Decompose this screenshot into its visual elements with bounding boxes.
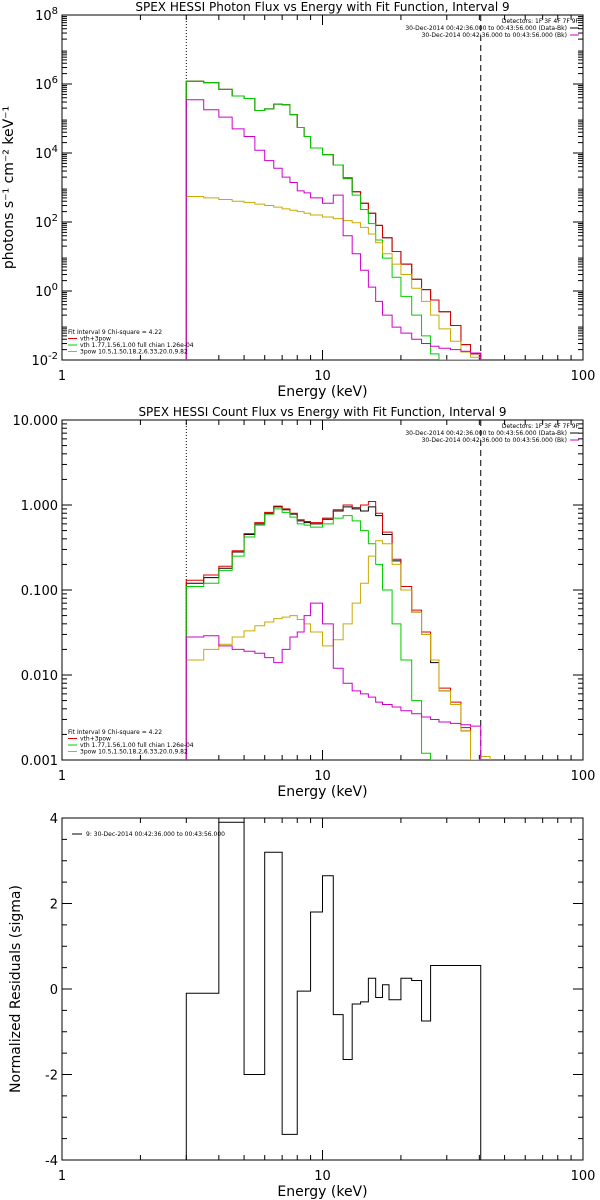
y-axis-label: photons s⁻¹ cm⁻² keV⁻¹ bbox=[1, 106, 17, 269]
y-tick-label: 0.100 bbox=[21, 584, 58, 599]
legend-entry: 30-Dec-2014 00:42:36.000 to 00:43:56.000… bbox=[405, 430, 567, 437]
y-tick-label: 102 bbox=[35, 213, 58, 231]
chart-title: SPEX HESSI Count Flux vs Energy with Fit… bbox=[138, 405, 506, 419]
plot-frame bbox=[61, 14, 584, 361]
legend-entry: 3pow 10.5,1.50,18.2,6.33,20.0,9.82 bbox=[80, 749, 188, 756]
y-tick-label: 108 bbox=[35, 6, 58, 24]
legend-fit-header: Fit Interval 9 Chi-square = 4.22 bbox=[68, 729, 162, 736]
y-tick-label: 2 bbox=[50, 898, 58, 913]
series-data-bk bbox=[185, 80, 482, 360]
legend-entry: 9: 30-Dec-2014 00:42:36.000 to 00:43:56.… bbox=[86, 831, 225, 838]
series-vth-3pow bbox=[185, 80, 482, 360]
series-bk bbox=[185, 602, 482, 760]
x-tick-label: 10 bbox=[314, 769, 331, 784]
legend-fit-header: Fit Interval 9 Chi-square = 4.22 bbox=[68, 329, 162, 336]
x-tick-label: 100 bbox=[571, 369, 596, 384]
x-tick-label: 10 bbox=[314, 1169, 331, 1184]
y-tick-label: 106 bbox=[35, 75, 58, 93]
x-tick-label: 1 bbox=[58, 369, 66, 384]
x-axis-label: Energy (keV) bbox=[277, 1184, 367, 1200]
chart-title: SPEX HESSI Photon Flux vs Energy with Fi… bbox=[135, 0, 509, 14]
chart-3: 1 10 100 -4 -2 0 2 4 Energy (keV) Normalized Resi… bbox=[8, 812, 595, 1200]
y-tick-label: 0.001 bbox=[21, 754, 58, 769]
legend-header: Detectors: 1F 3F 4F 7F 9F bbox=[502, 423, 580, 430]
x-tick-label: 100 bbox=[571, 769, 596, 784]
chart-2: 1 10 100 0.001 0.010 0.100 1.000 10.000 SPEX HES… bbox=[13, 405, 596, 800]
x-tick-label: 1 bbox=[58, 769, 66, 784]
x-tick-label: 10 bbox=[314, 369, 331, 384]
y-tick-label: -4 bbox=[45, 1154, 58, 1169]
y-tick-label: 100 bbox=[35, 282, 58, 300]
series-3pow bbox=[185, 195, 482, 360]
y-axis-label: Normalized Residuals (sigma) bbox=[8, 885, 24, 1093]
x-tick-label: 100 bbox=[571, 1169, 596, 1184]
chart-1: 1 10 100 10-2 100 102 104 106 108 SPEX HESSI Phot… bbox=[1, 0, 595, 400]
series-residuals bbox=[185, 821, 482, 1160]
y-tick-label: 10-2 bbox=[31, 351, 58, 369]
plot-frame bbox=[61, 817, 584, 1161]
y-tick-label: 10.000 bbox=[13, 414, 59, 429]
legend-entry: vth+3pow bbox=[80, 736, 111, 743]
series-vth bbox=[185, 508, 481, 760]
y-tick-label: 104 bbox=[35, 144, 58, 162]
x-tick-label: 1 bbox=[58, 1169, 66, 1184]
legend-entry: vth 1.77,1.56,1.00 full chian 1.26e-04 bbox=[80, 742, 194, 749]
series-vth bbox=[185, 80, 481, 360]
plot-frame bbox=[61, 419, 584, 761]
y-tick-label: 0 bbox=[50, 983, 58, 998]
legend-entry: 3pow 10.5,1.50,18.2,6.33,20.0,9.82 bbox=[80, 349, 188, 356]
y-tick-label: 4 bbox=[50, 812, 58, 827]
y-tick-label: -2 bbox=[45, 1069, 58, 1084]
y-tick-label: 0.010 bbox=[21, 669, 58, 684]
legend-entry: vth 1.77,1.56,1.00 full chian 1.26e-04 bbox=[80, 342, 194, 349]
legend-entry: 30-Dec-2014 00:42:36.000 to 00:43:56.000… bbox=[422, 437, 567, 444]
series-bk bbox=[185, 99, 482, 360]
legend-entry: 30-Dec-2014 00:42:36.000 to 00:43:56.000… bbox=[405, 25, 567, 32]
legend-header: Detectors: 1F 3F 4F 7F 9F bbox=[502, 18, 580, 25]
legend-entry: vth+3pow bbox=[80, 336, 111, 343]
y-tick-label: 1.000 bbox=[21, 499, 58, 514]
x-axis-label: Energy (keV) bbox=[277, 784, 367, 800]
x-axis-label: Energy (keV) bbox=[277, 384, 367, 400]
legend-entry: 30-Dec-2014 00:42:36.000 to 00:43:56.000… bbox=[422, 32, 567, 39]
series-3pow bbox=[185, 540, 491, 760]
